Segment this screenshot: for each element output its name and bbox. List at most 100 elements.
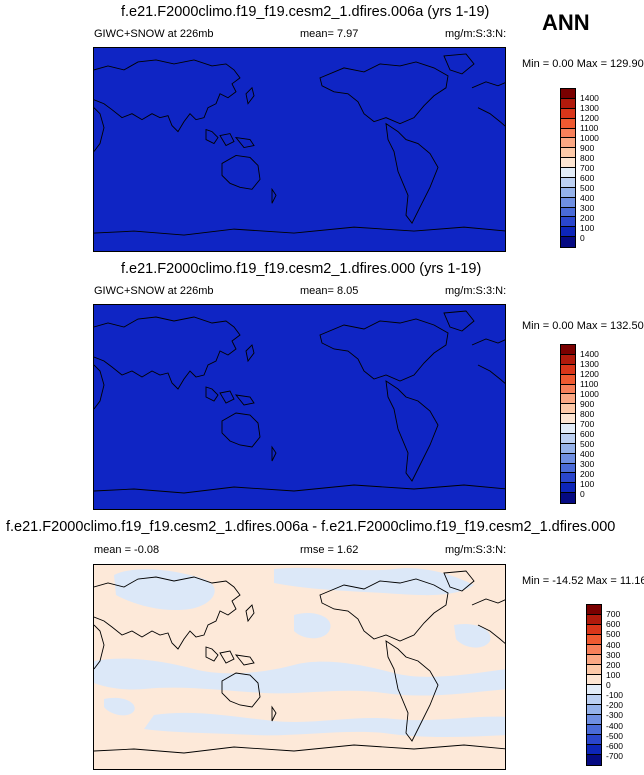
panel-1-map	[93, 47, 506, 252]
coastline	[221, 155, 261, 190]
panel-1-colorbar	[560, 88, 576, 248]
map-field	[94, 305, 505, 509]
colorbar-tick-label: 700	[606, 609, 621, 620]
colorbar-swatch	[561, 197, 575, 208]
season-label: ANN	[542, 10, 590, 35]
difference-patch	[114, 569, 215, 611]
panel-2-map-plot	[94, 305, 505, 509]
colorbar-swatch	[587, 675, 601, 685]
coastline	[94, 484, 505, 494]
panel-3-title: f.e21.F2000climo.f19_f19.cesm2_1.dfires.…	[6, 519, 616, 535]
coastline	[219, 133, 235, 147]
colorbar-tick-label: 500	[606, 629, 621, 640]
coastline	[94, 107, 105, 152]
coastline	[471, 338, 505, 346]
colorbar-tick-label: -600	[606, 740, 624, 751]
coastline	[271, 187, 277, 204]
panel-1-variable-label: GIWC+SNOW at 226mb	[94, 28, 214, 40]
panel-1-mean-label: mean= 7.97	[300, 28, 359, 40]
colorbar-tick-label: 500	[580, 183, 595, 193]
panel-3-rmse-label: rmse = 1.62	[300, 544, 359, 556]
colorbar-swatch	[561, 443, 575, 454]
colorbar-tick-label: 1400	[580, 93, 599, 103]
panel-1-colorbar-labels: 1400 1300 1200 1100 1000 900 800 700 600 500 400 30…	[580, 88, 620, 248]
difference-patch	[454, 623, 491, 648]
panel-2-minmax-label: Min = 0.00 Max = 132.50	[522, 320, 644, 332]
colorbar-tick-label: 900	[580, 399, 595, 409]
colorbar-tick-label: 400	[580, 449, 595, 459]
coastline	[319, 61, 449, 125]
colorbar-swatch	[561, 453, 575, 464]
colorbar-swatch	[561, 187, 575, 198]
colorbar-tick-label: -100	[606, 690, 624, 701]
colorbar-tick-label: 100	[580, 223, 595, 233]
colorbar-tick-label: 800	[580, 153, 595, 163]
colorbar-swatch	[561, 463, 575, 474]
colorbar-swatch	[561, 217, 575, 228]
coastline	[245, 344, 255, 363]
difference-patch	[94, 658, 505, 696]
colorbar-tick-label: 500	[580, 439, 595, 449]
coastline	[443, 310, 475, 332]
colorbar-swatch	[587, 605, 601, 615]
colorbar-tick-label: 100	[580, 479, 595, 489]
colorbar-swatch	[587, 735, 601, 745]
coastline	[94, 576, 241, 650]
coastline	[245, 86, 255, 105]
colorbar-tick-label: 1000	[580, 133, 599, 143]
colorbar-tick-label: 100	[606, 669, 621, 680]
colorbar-swatch	[561, 138, 575, 149]
panel-3-mean-label: mean = -0.08	[94, 544, 160, 556]
colorbar-swatch	[561, 108, 575, 119]
colorbar-tick-label: 600	[580, 429, 595, 439]
panel-3-map	[93, 564, 506, 770]
colorbar-tick-label: 1300	[580, 103, 599, 113]
colorbar-swatch	[587, 705, 601, 715]
colorbar-swatch	[561, 158, 575, 168]
difference-patch	[104, 697, 135, 716]
colorbar-swatch	[561, 424, 575, 434]
colorbar-tick-label: 600	[580, 173, 595, 183]
colorbar-swatch	[561, 177, 575, 188]
coastline	[385, 380, 439, 482]
colorbar-tick-label: 0	[580, 233, 585, 243]
difference-patch	[144, 712, 505, 737]
colorbar-tick-label: 200	[606, 659, 621, 670]
coastline	[94, 624, 105, 670]
colorbar-tick-label: 200	[580, 469, 595, 479]
coastline	[94, 226, 505, 236]
colorbar-swatch	[561, 227, 575, 238]
colorbar-tick-label: 200	[580, 213, 595, 223]
colorbar-tick-label: 1400	[580, 349, 599, 359]
coastline	[94, 364, 105, 410]
coastline	[477, 107, 505, 127]
colorbar-tick-label: -500	[606, 730, 624, 741]
colorbar-swatch	[561, 433, 575, 444]
colorbar-swatch	[561, 364, 575, 375]
panel-2-mean-label: mean= 8.05	[300, 285, 359, 297]
panel-1-title: f.e21.F2000climo.f19_f19.cesm2_1.dfires.…	[121, 4, 490, 20]
colorbar-swatch	[561, 354, 575, 365]
panel-3-units-label: mg/m:S:3:N:	[445, 544, 507, 556]
colorbar-swatch	[587, 655, 601, 665]
colorbar-swatch	[561, 168, 575, 178]
panel-2-colorbar-labels: 1400 1300 1200 1100 1000 900 800 700 600 500 400 30…	[580, 344, 620, 504]
colorbar-swatch	[561, 473, 575, 484]
panel-3-minmax-label: Min = -14.52 Max = 11.16	[522, 575, 644, 587]
coastline	[443, 570, 475, 592]
colorbar-swatch	[561, 207, 575, 218]
panel-2-title: f.e21.F2000climo.f19_f19.cesm2_1.dfires.…	[121, 261, 482, 277]
colorbar-swatch	[587, 695, 601, 705]
coastline	[219, 390, 235, 404]
colorbar-swatch	[561, 384, 575, 395]
difference-patch	[274, 567, 474, 596]
colorbar-tick-label: 700	[580, 163, 595, 173]
panel-2-units-label: mg/m:S:3:N:	[445, 285, 507, 297]
colorbar-swatch	[561, 148, 575, 159]
colorbar-swatch	[587, 635, 601, 645]
colorbar-swatch	[587, 685, 601, 695]
panel-2-colorbar	[560, 344, 576, 504]
coastline	[234, 394, 255, 406]
colorbar-swatch	[587, 715, 601, 725]
colorbar-tick-label: 1200	[580, 369, 599, 379]
